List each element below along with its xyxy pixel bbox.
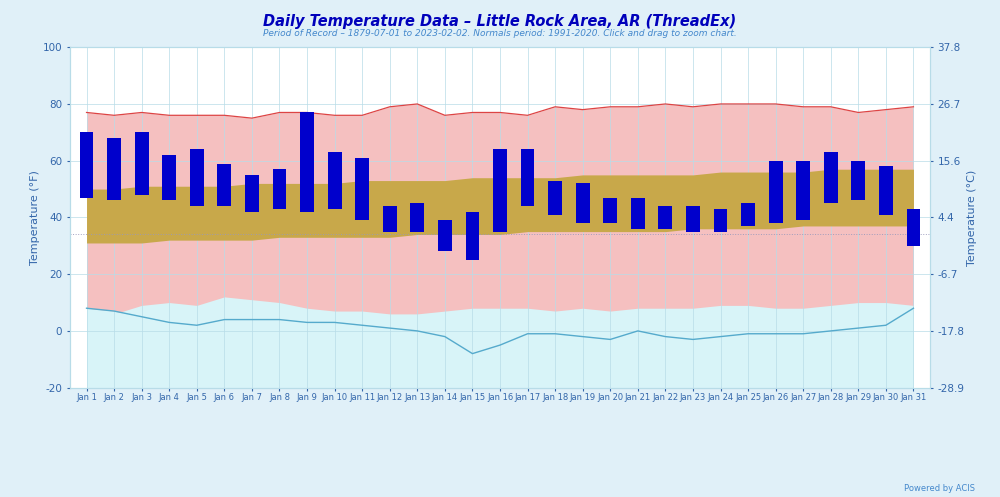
Bar (907, 209, 920, 246)
Bar (714, 209, 727, 232)
Bar (466, 212, 479, 260)
Bar (245, 175, 259, 212)
Y-axis label: Temperature (°C): Temperature (°C) (967, 169, 977, 265)
Bar (217, 164, 231, 206)
Bar (603, 198, 617, 223)
Bar (438, 220, 452, 251)
Bar (576, 183, 590, 223)
Bar (769, 161, 783, 223)
Bar (107, 138, 121, 200)
Bar (548, 180, 562, 215)
Bar (658, 206, 672, 229)
Text: Daily Temperature Data – Little Rock Area, AR (ThreadEx): Daily Temperature Data – Little Rock Are… (263, 14, 737, 29)
Text: Period of Record – 1879-07-01 to 2023-02-02. Normals period: 1991-2020. Click an: Period of Record – 1879-07-01 to 2023-02… (263, 29, 737, 38)
Bar (410, 203, 424, 232)
Bar (135, 132, 149, 195)
Bar (741, 203, 755, 226)
Bar (273, 169, 286, 209)
Bar (383, 206, 397, 232)
Bar (686, 206, 700, 232)
Bar (300, 112, 314, 212)
Bar (879, 166, 893, 215)
Bar (190, 149, 204, 206)
Text: Powered by ACIS: Powered by ACIS (904, 484, 975, 493)
Bar (824, 152, 838, 203)
Bar (162, 155, 176, 200)
Bar (493, 149, 507, 232)
Bar (521, 149, 534, 206)
Bar (631, 198, 645, 229)
Bar (796, 161, 810, 220)
Bar (328, 152, 342, 209)
Bar (355, 158, 369, 220)
Bar (851, 161, 865, 200)
Y-axis label: Temperature (°F): Temperature (°F) (30, 170, 40, 265)
Bar (80, 132, 93, 198)
